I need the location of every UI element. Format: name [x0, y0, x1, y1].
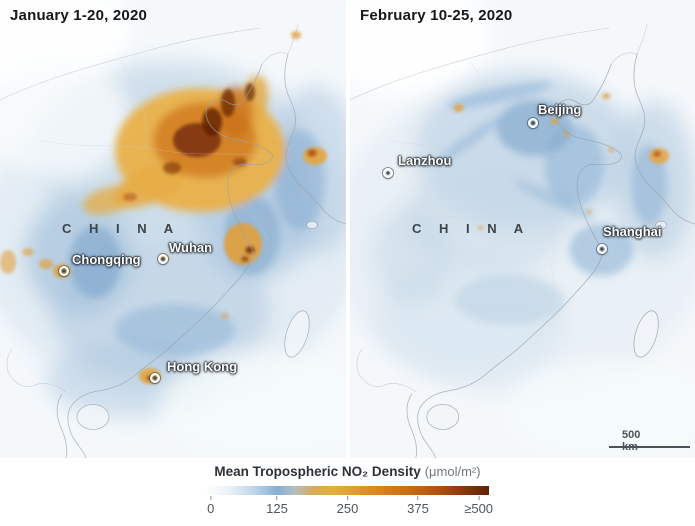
chongqing-marker-icon	[59, 266, 69, 276]
tick-500: ≥500	[464, 496, 493, 516]
city-label-beijing: Beijing	[538, 102, 582, 117]
tick-0: 0	[207, 496, 214, 516]
city-label-chongqing: Chongqing	[72, 252, 141, 267]
beijing-marker-icon	[528, 118, 538, 128]
city-label-wuhan: Wuhan	[169, 240, 213, 255]
city-label-hong-kong: Hong Kong	[167, 359, 238, 374]
scale-bar-line	[609, 446, 690, 448]
shanghai-marker-icon	[597, 244, 607, 254]
tick-375: 375	[407, 496, 429, 516]
country-label-china-left: C H I N A	[62, 221, 181, 236]
city-label-lanzhou: Lanzhou	[398, 153, 452, 168]
hong-kong-marker-icon	[150, 373, 160, 383]
wuhan-marker-icon	[158, 254, 168, 264]
legend-title-row: Mean Tropospheric NO₂ Density (μmol/m²)	[0, 463, 695, 481]
legend: Mean Tropospheric NO₂ Density (μmol/m²) 0…	[0, 463, 695, 520]
map-panel-february: February 10-25, 2020 C H I N A Lanzhou B…	[350, 0, 695, 458]
legend-title: Mean Tropospheric NO₂ Density	[214, 464, 421, 479]
country-label-china-right: C H I N A	[412, 221, 531, 236]
map-art-january	[0, 0, 346, 458]
tick-125: 125	[266, 496, 288, 516]
colorbar	[206, 486, 489, 495]
panel-title-february: February 10-25, 2020	[360, 7, 513, 24]
map-art-february	[350, 0, 695, 458]
legend-unit: (μmol/m²)	[424, 464, 481, 479]
lanzhou-marker-icon	[383, 168, 393, 178]
city-label-shanghai: Shanghai	[603, 224, 662, 239]
map-panel-january: January 1-20, 2020 C H I N A Chongqing W…	[0, 0, 346, 458]
panel-title-january: January 1-20, 2020	[10, 7, 148, 24]
map-panels: January 1-20, 2020 C H I N A Chongqing W…	[0, 0, 695, 458]
scale-bar-label: 500 km	[622, 429, 641, 453]
tick-250: 250	[337, 496, 359, 516]
colorbar-ticks: 0 125 250 375 ≥500	[207, 496, 493, 520]
